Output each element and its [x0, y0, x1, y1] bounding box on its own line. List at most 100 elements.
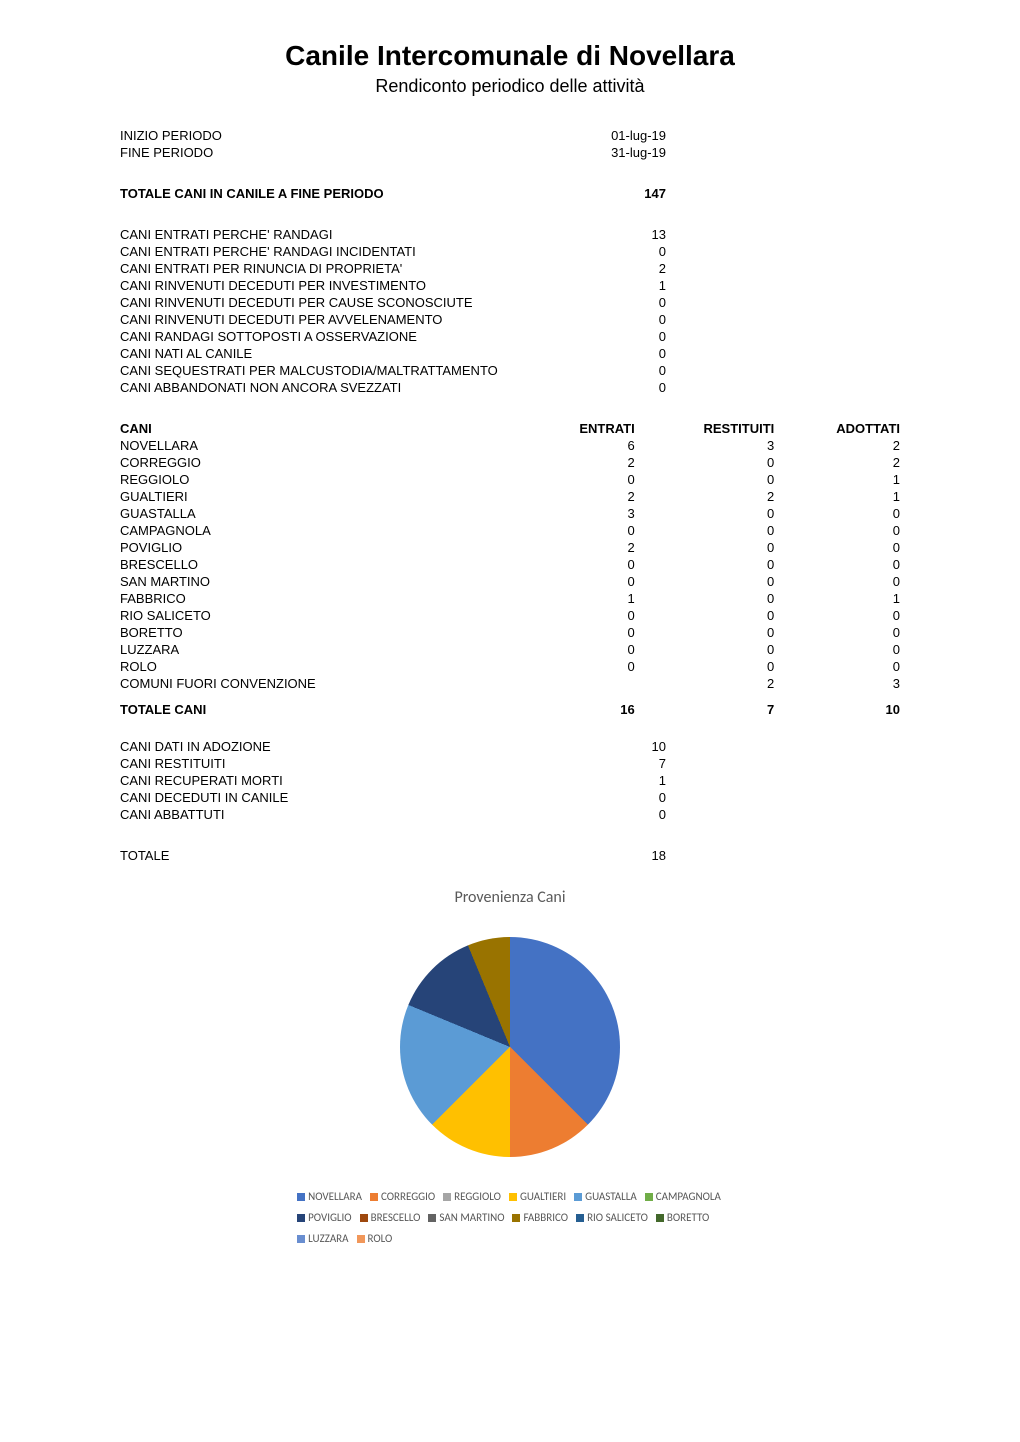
table-row: CAMPAGNOLA 0 0 0 — [120, 522, 900, 539]
usciti-row-value: 1 — [588, 772, 666, 789]
comune-restituiti: 0 — [635, 658, 775, 675]
comune-restituiti: 2 — [635, 675, 775, 692]
period-table: INIZIO PERIODO 01-lug-19 FINE PERIODO 31… — [120, 127, 900, 161]
totale-entrati: 16 — [526, 692, 635, 718]
entrati-row-label: CANI ENTRATI PERCHE' RANDAGI — [120, 226, 588, 243]
entrati-row-label: CANI ENTRATI PERCHE' RANDAGI INCIDENTATI — [120, 243, 588, 260]
legend-swatch — [428, 1214, 436, 1222]
comune-name: RIO SALICETO — [120, 607, 526, 624]
table-row: ROLO 0 0 0 — [120, 658, 900, 675]
comune-restituiti: 0 — [635, 624, 775, 641]
usciti-row-label: CANI RESTITUITI — [120, 755, 588, 772]
comune-name: COMUNI FUORI CONVENZIONE — [120, 675, 526, 692]
pie-graphic — [400, 937, 620, 1157]
legend-item: SAN MARTINO — [428, 1208, 504, 1229]
entrati-row-value: 0 — [588, 362, 666, 379]
usciti-row-value: 0 — [588, 806, 666, 823]
legend-swatch — [443, 1193, 451, 1201]
comune-entrati: 0 — [526, 624, 635, 641]
entrati-row-value: 0 — [588, 328, 666, 345]
legend-item: BRESCELLO — [360, 1208, 421, 1229]
usciti-row-label: CANI RECUPERATI MORTI — [120, 772, 588, 789]
comune-name: SAN MARTINO — [120, 573, 526, 590]
comune-restituiti: 0 — [635, 573, 775, 590]
comune-adottati: 0 — [774, 522, 900, 539]
comune-adottati: 0 — [774, 539, 900, 556]
comuni-table: CANI ENTRATI RESTITUITI ADOTTATI NOVELLA… — [120, 420, 900, 718]
comune-entrati: 0 — [526, 556, 635, 573]
legend-item: CAMPAGNOLA — [645, 1187, 721, 1208]
comune-entrati: 0 — [526, 573, 635, 590]
entrati-row-label: CANI RINVENUTI DECEDUTI PER INVESTIMENTO — [120, 277, 588, 294]
comune-name: LUZZARA — [120, 641, 526, 658]
legend-swatch — [357, 1235, 365, 1243]
legend-swatch — [576, 1214, 584, 1222]
legend-swatch — [360, 1214, 368, 1222]
comune-restituiti: 0 — [635, 471, 775, 488]
legend-item: GUALTIERI — [509, 1187, 566, 1208]
legend-item: NOVELLARA — [297, 1187, 362, 1208]
table-row: GUALTIERI 2 2 1 — [120, 488, 900, 505]
inizio-value: 01-lug-19 — [588, 127, 666, 144]
comune-adottati: 2 — [774, 454, 900, 471]
legend-item: RIO SALICETO — [576, 1208, 648, 1229]
comune-restituiti: 0 — [635, 454, 775, 471]
legend-item: ROLO — [357, 1229, 393, 1250]
entrati-row-label: CANI NATI AL CANILE — [120, 345, 588, 362]
fine-value: 31-lug-19 — [588, 144, 666, 161]
entrati-row-value: 2 — [588, 260, 666, 277]
comune-name: ROLO — [120, 658, 526, 675]
usciti-row-label: CANI ABBATTUTI — [120, 806, 588, 823]
totale-cani-row: TOTALE CANI 16 7 10 — [120, 692, 900, 718]
table-row: CORREGGIO 2 0 2 — [120, 454, 900, 471]
comune-adottati: 0 — [774, 658, 900, 675]
comune-adottati: 2 — [774, 437, 900, 454]
page-subtitle: Rendiconto periodico delle attività — [120, 76, 900, 97]
legend-swatch — [574, 1193, 582, 1201]
comune-entrati: 0 — [526, 522, 635, 539]
table-row: SAN MARTINO 0 0 0 — [120, 573, 900, 590]
comune-restituiti: 0 — [635, 539, 775, 556]
col-adottati: ADOTTATI — [774, 420, 900, 437]
entrati-row-value: 0 — [588, 345, 666, 362]
usciti-table: CANI DATI IN ADOZIONE 10CANI RESTITUITI … — [120, 738, 900, 823]
legend-swatch — [645, 1193, 653, 1201]
comune-name: BRESCELLO — [120, 556, 526, 573]
entrati-row-label: CANI ENTRATI PER RINUNCIA DI PROPRIETA' — [120, 260, 588, 277]
usciti-row-label: CANI DATI IN ADOZIONE — [120, 738, 588, 755]
comune-restituiti: 0 — [635, 505, 775, 522]
comune-entrati: 0 — [526, 607, 635, 624]
comune-name: GUASTALLA — [120, 505, 526, 522]
comune-adottati: 1 — [774, 488, 900, 505]
comune-entrati: 3 — [526, 505, 635, 522]
legend-item: GUASTALLA — [574, 1187, 637, 1208]
table-row: RIO SALICETO 0 0 0 — [120, 607, 900, 624]
totale-fine-label: TOTALE CANI IN CANILE A FINE PERIODO — [120, 185, 588, 202]
comune-adottati: 0 — [774, 556, 900, 573]
comune-name: CAMPAGNOLA — [120, 522, 526, 539]
col-entrati: ENTRATI — [526, 420, 635, 437]
fine-label: FINE PERIODO — [120, 144, 588, 161]
comune-name: GUALTIERI — [120, 488, 526, 505]
legend-swatch — [656, 1214, 664, 1222]
chart-legend: NOVELLARACORREGGIOREGGIOLOGUALTIERIGUAST… — [297, 1187, 723, 1250]
entrati-row-value: 0 — [588, 379, 666, 396]
comune-adottati: 0 — [774, 624, 900, 641]
table-row: NOVELLARA 6 3 2 — [120, 437, 900, 454]
table-row: BORETTO 0 0 0 — [120, 624, 900, 641]
entrati-row-value: 13 — [588, 226, 666, 243]
legend-item: REGGIOLO — [443, 1187, 501, 1208]
totale-fine-value: 147 — [588, 185, 666, 202]
legend-swatch — [297, 1193, 305, 1201]
table-row: POVIGLIO 2 0 0 — [120, 539, 900, 556]
comune-name: POVIGLIO — [120, 539, 526, 556]
entrati-row-label: CANI RANDAGI SOTTOPOSTI A OSSERVAZIONE — [120, 328, 588, 345]
legend-swatch — [370, 1193, 378, 1201]
comune-restituiti: 0 — [635, 590, 775, 607]
legend-item: FABBRICO — [512, 1208, 568, 1229]
comune-name: CORREGGIO — [120, 454, 526, 471]
entrati-row-label: CANI SEQUESTRATI PER MALCUSTODIA/MALTRAT… — [120, 362, 588, 379]
legend-item: LUZZARA — [297, 1229, 348, 1250]
entrati-dettaglio-table: CANI ENTRATI PERCHE' RANDAGI 13CANI ENTR… — [120, 226, 900, 396]
comune-entrati: 0 — [526, 641, 635, 658]
